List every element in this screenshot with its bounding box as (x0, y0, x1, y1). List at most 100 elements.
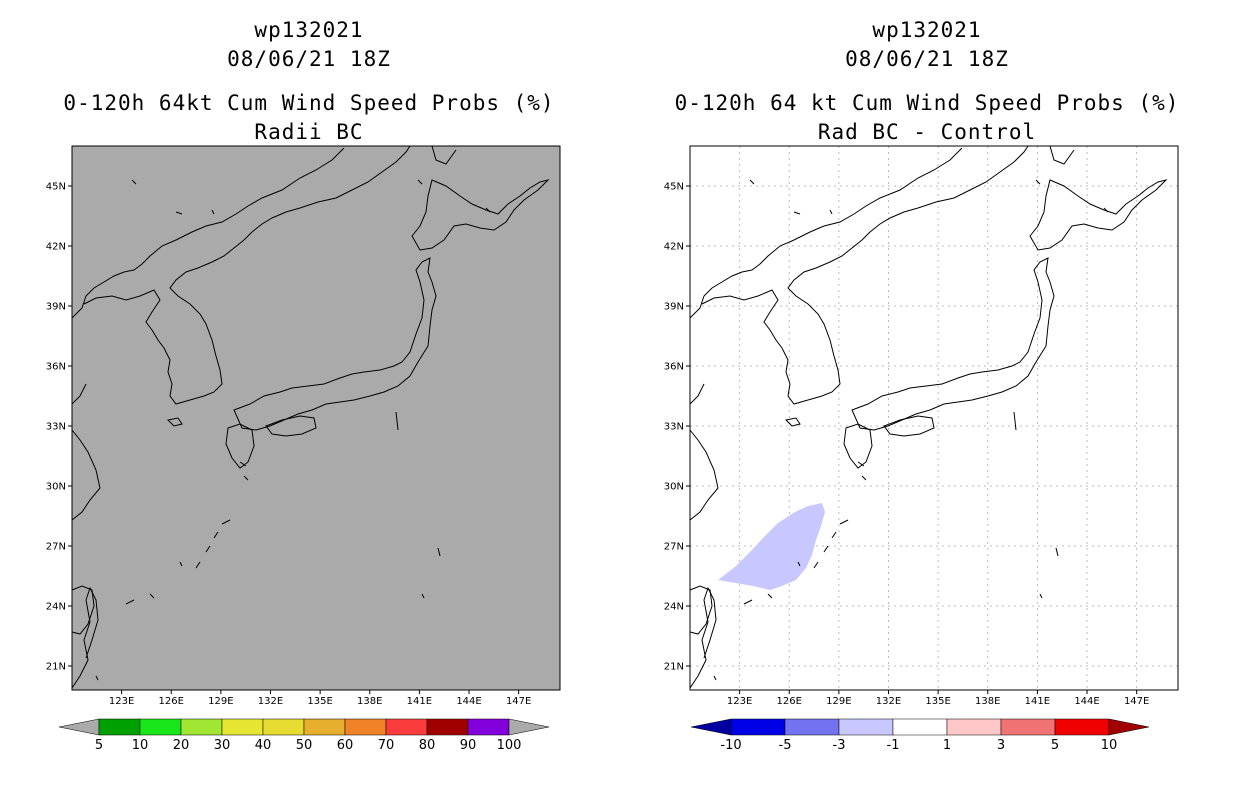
lat-label: 36N (664, 362, 684, 373)
colorbar-segment (344, 718, 387, 736)
lon-label: 147E (506, 696, 531, 707)
lon-label: 132E (876, 696, 901, 707)
colorbar-label: 5 (1051, 738, 1059, 753)
right-gridlines (690, 146, 1178, 690)
coastline (767, 593, 773, 599)
coastline (175, 211, 183, 215)
coastline (485, 207, 491, 213)
lat-label: 30N (46, 482, 66, 493)
colorbar-label: 5 (95, 738, 103, 753)
lat-label: 21N (46, 662, 66, 673)
lon-label: 132E (258, 696, 283, 707)
colorbar-segment (385, 718, 428, 736)
coastline (205, 545, 211, 553)
coastline (689, 383, 705, 405)
coastline (437, 547, 441, 557)
coastline (823, 545, 829, 553)
lon-label: 123E (109, 696, 134, 707)
coastline (421, 593, 425, 599)
lat-label: 24N (46, 602, 66, 613)
right-coastlines (689, 145, 1168, 689)
lat-label: 30N (664, 482, 684, 493)
lon-label: 141E (1025, 696, 1050, 707)
lon-label: 138E (357, 696, 382, 707)
colorbar-label: 20 (173, 738, 190, 753)
lat-label: 33N (664, 422, 684, 433)
coastline (839, 519, 849, 525)
lon-label: 138E (975, 696, 1000, 707)
colorbar-above-triangle (1108, 718, 1150, 736)
right-subtitle: Rad BC - Control (817, 120, 1037, 144)
coastline (743, 599, 753, 605)
coastline (265, 415, 317, 437)
coastline (813, 561, 819, 569)
coastline (1013, 411, 1017, 431)
left-colorbar: 5 10 20 30 40 50 60 70 80 90 100 (58, 718, 550, 753)
colorbar-label: 10 (1101, 738, 1118, 753)
colorbar-segment (838, 718, 894, 736)
coastline (71, 147, 345, 319)
coastline (1029, 179, 1168, 251)
coastline (851, 257, 1055, 431)
colorbar-segment (98, 718, 141, 736)
lon-label: 126E (777, 696, 802, 707)
colorbar-label: -10 (720, 738, 741, 753)
lon-label: 123E (727, 696, 752, 707)
coastline (239, 461, 247, 467)
colorbar-label: 80 (419, 738, 436, 753)
coastline (411, 179, 550, 251)
coastline (797, 561, 801, 567)
left-datetime: 08/06/21 18Z (227, 47, 391, 71)
lat-label: 36N (46, 362, 66, 373)
coastline (417, 179, 423, 185)
right-title: 0-120h 64 kt Cum Wind Speed Probs (%) (674, 91, 1180, 115)
colorbar-segment (180, 718, 223, 736)
probability-difference-region (718, 503, 825, 590)
lat-label: 45N (664, 182, 684, 193)
left-storm-id: wp132021 (254, 18, 364, 42)
coastline (149, 593, 155, 599)
lat-label: 42N (664, 242, 684, 253)
lat-label: 33N (46, 422, 66, 433)
right-map-frame (689, 145, 1179, 691)
lat-label: 42N (46, 242, 66, 253)
lon-label: 141E (407, 696, 432, 707)
coastline (213, 531, 219, 539)
colorbar-below-triangle (58, 718, 100, 736)
coastline (713, 675, 717, 681)
coastline (395, 411, 399, 431)
colorbar-segment (426, 718, 469, 736)
coastline (1103, 207, 1109, 213)
colorbar-label: -5 (779, 738, 792, 753)
coastline (195, 561, 201, 569)
right-map-svg: 45N 42N 39N 36N 33N 30N 27N 24N 21N 123E 126E 129E 1… (664, 145, 1179, 753)
coastline (861, 475, 867, 481)
coastline (701, 231, 871, 405)
colorbar-label: -3 (833, 738, 846, 753)
lat-label: 21N (664, 662, 684, 673)
colorbar-label: 3 (997, 738, 1005, 753)
colorbar-label: 100 (497, 738, 522, 753)
colorbar-segment (262, 718, 305, 736)
lat-label: 27N (664, 542, 684, 553)
colorbar-label: 50 (296, 738, 313, 753)
right-storm-id: wp132021 (872, 18, 982, 42)
coastline (71, 586, 99, 689)
right-axis-labels: 45N 42N 39N 36N 33N 30N 27N 24N 21N 123E 126E 129E 1… (664, 182, 1150, 708)
coastline (843, 423, 873, 469)
left-subtitle: Radii BC (254, 120, 364, 144)
right-colorbar: -10 -5 -3 -1 1 3 5 10 (690, 718, 1150, 753)
coastline (233, 257, 437, 431)
colorbar-label: 40 (255, 738, 272, 753)
coastline (689, 585, 713, 635)
coastline (689, 586, 717, 689)
lat-label: 24N (664, 602, 684, 613)
left-coastlines (71, 145, 550, 689)
lon-label: 129E (208, 696, 233, 707)
coastline (179, 561, 183, 567)
lon-label: 129E (826, 696, 851, 707)
colorbar-segment (784, 718, 840, 736)
colorbar-label: 1 (943, 738, 951, 753)
colorbar-segment (1000, 718, 1056, 736)
colorbar-segment (892, 718, 948, 736)
